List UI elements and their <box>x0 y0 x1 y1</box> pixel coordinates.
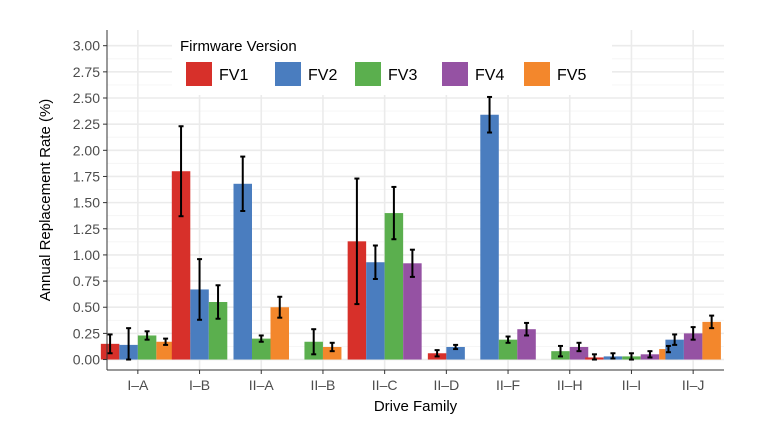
y-tick-label: 2.50 <box>73 90 100 106</box>
legend-label-fv4: FV4 <box>475 67 504 84</box>
bar-fv5 <box>702 321 721 360</box>
bar-fv2 <box>480 114 499 360</box>
bar-fv2 <box>233 183 252 360</box>
bar-fv3 <box>208 302 228 360</box>
y-tick-label: 3.00 <box>73 38 100 54</box>
y-tick-label: 0.50 <box>73 299 100 315</box>
legend-title: Firmware Version <box>180 38 297 55</box>
y-tick-label: 0.25 <box>73 325 100 341</box>
legend-swatch-fv2 <box>275 62 301 86</box>
legend-items: FV1 FV2 FV3 FV4 FV5 <box>186 62 586 86</box>
legend-swatch-fv3 <box>355 62 381 86</box>
bar-fv3 <box>252 338 271 360</box>
y-tick-label: 1.50 <box>73 195 100 211</box>
bar-fv4 <box>403 263 422 360</box>
x-tick-label: II–C <box>372 377 398 393</box>
x-tick-label: II–D <box>434 377 460 393</box>
legend-swatch-fv1 <box>186 62 212 86</box>
bar-fv5 <box>270 307 289 360</box>
x-tick-label: II–F <box>496 377 520 393</box>
legend-label-fv1: FV1 <box>219 67 248 84</box>
y-tick-label: 2.00 <box>73 142 100 158</box>
y-tick-label: 2.75 <box>73 64 100 80</box>
bar-fv5 <box>322 346 342 360</box>
legend-label-fv5: FV5 <box>557 67 586 84</box>
x-tick-label: II–I <box>622 377 641 393</box>
bar-fv4 <box>683 333 703 360</box>
y-axis-title: Annual Replacement Rate (%) <box>37 99 54 302</box>
x-tick-label: II–H <box>557 377 583 393</box>
bar-fv4 <box>569 346 589 360</box>
bar-fv3 <box>498 339 518 360</box>
bar-fv2 <box>446 346 465 360</box>
legend-label-fv3: FV3 <box>388 67 417 84</box>
legend-label-fv2: FV2 <box>308 67 337 84</box>
x-tick-label: II–J <box>682 377 705 393</box>
bar-fv3 <box>384 213 404 360</box>
x-axis-title: Drive Family <box>374 398 458 415</box>
legend-swatch-fv4 <box>442 62 468 86</box>
x-tick-label: I–A <box>127 377 149 393</box>
y-tick-label: 0.75 <box>73 273 100 289</box>
bar-fv1 <box>171 171 191 360</box>
y-tick-label: 1.75 <box>73 168 100 184</box>
error-bars-layer <box>107 95 715 361</box>
bar-fv2 <box>366 262 385 360</box>
bar-fv2 <box>190 289 209 360</box>
x-tick-labels: I–A I–B II–A II–B II–C II–D II–F II–H II–I II–J <box>127 370 704 393</box>
y-tick-label: 0.00 <box>73 352 100 368</box>
x-tick-label: II–B <box>310 377 335 393</box>
y-tick-label: 1.00 <box>73 247 100 263</box>
y-tick-label: 1.25 <box>73 221 100 237</box>
y-tick-label: 2.25 <box>73 116 100 132</box>
bar-fv2 <box>665 339 684 360</box>
bar-fv3 <box>137 335 157 360</box>
bar-fv5 <box>156 341 175 360</box>
legend-swatch-fv5 <box>524 62 550 86</box>
x-tick-label: II–A <box>249 377 275 393</box>
legend: Firmware Version FV1 FV2 FV3 FV4 FV5 <box>172 29 612 95</box>
bar-fv4 <box>517 329 536 360</box>
y-tick-labels: 0.00 0.25 0.50 0.75 1.00 1.25 1.50 1.75 2.00 2.25… <box>73 38 107 368</box>
x-tick-label: I–B <box>189 377 210 393</box>
